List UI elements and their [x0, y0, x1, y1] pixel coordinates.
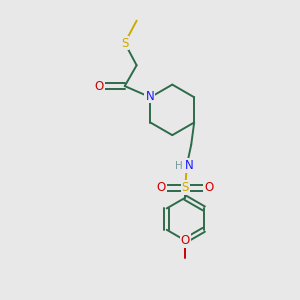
- Text: N: N: [146, 90, 154, 103]
- Text: H: H: [175, 160, 182, 171]
- Text: S: S: [182, 182, 189, 194]
- Text: O: O: [95, 80, 104, 93]
- Text: O: O: [204, 182, 214, 194]
- Text: S: S: [121, 37, 128, 50]
- Text: N: N: [185, 159, 194, 172]
- Text: O: O: [157, 182, 166, 194]
- Text: O: O: [181, 234, 190, 247]
